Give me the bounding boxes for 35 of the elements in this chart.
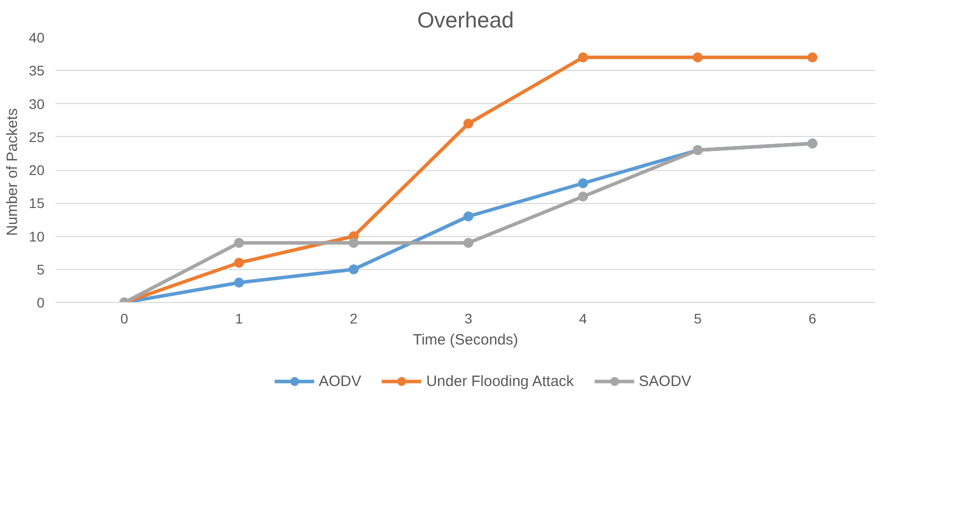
x-tick-label: 3 [464,310,472,326]
point [234,258,244,268]
y-tick-label: 0 [36,294,45,310]
y-tick-label: 5 [36,261,45,278]
legend-label: AODV [318,372,362,390]
point [463,238,474,248]
x-tick-label: 1 [235,310,244,326]
point [578,178,588,188]
point [348,264,359,274]
y-tick-label: 10 [28,228,45,244]
x-tick-label: 6 [808,310,817,326]
x-tick-label: 0 [120,310,128,326]
point [348,238,359,248]
point [578,192,588,202]
x-tick-label: 4 [579,310,588,326]
legend-label: SAODV [638,372,692,390]
point [692,52,703,62]
x-tick-label: 2 [350,310,358,326]
point [463,118,474,129]
point [463,211,474,222]
legend-label: Under Flooding Attack [426,372,574,390]
y-tick-label: 35 [28,62,45,79]
y-tick-label: 15 [28,195,45,212]
point [234,238,244,248]
point [578,52,588,62]
y-tick-label: 20 [28,162,45,178]
y-tick-label: 40 [28,30,45,46]
point [234,278,244,288]
point [807,52,818,62]
chart-title: Overhead [417,8,514,32]
y-tick-label: 30 [28,96,45,112]
x-axis-title: Time (Seconds) [412,332,518,348]
y-tick-label: 25 [28,128,45,145]
x-tick-label: 5 [694,310,702,326]
y-axis-title: Number of Packets [4,108,21,236]
